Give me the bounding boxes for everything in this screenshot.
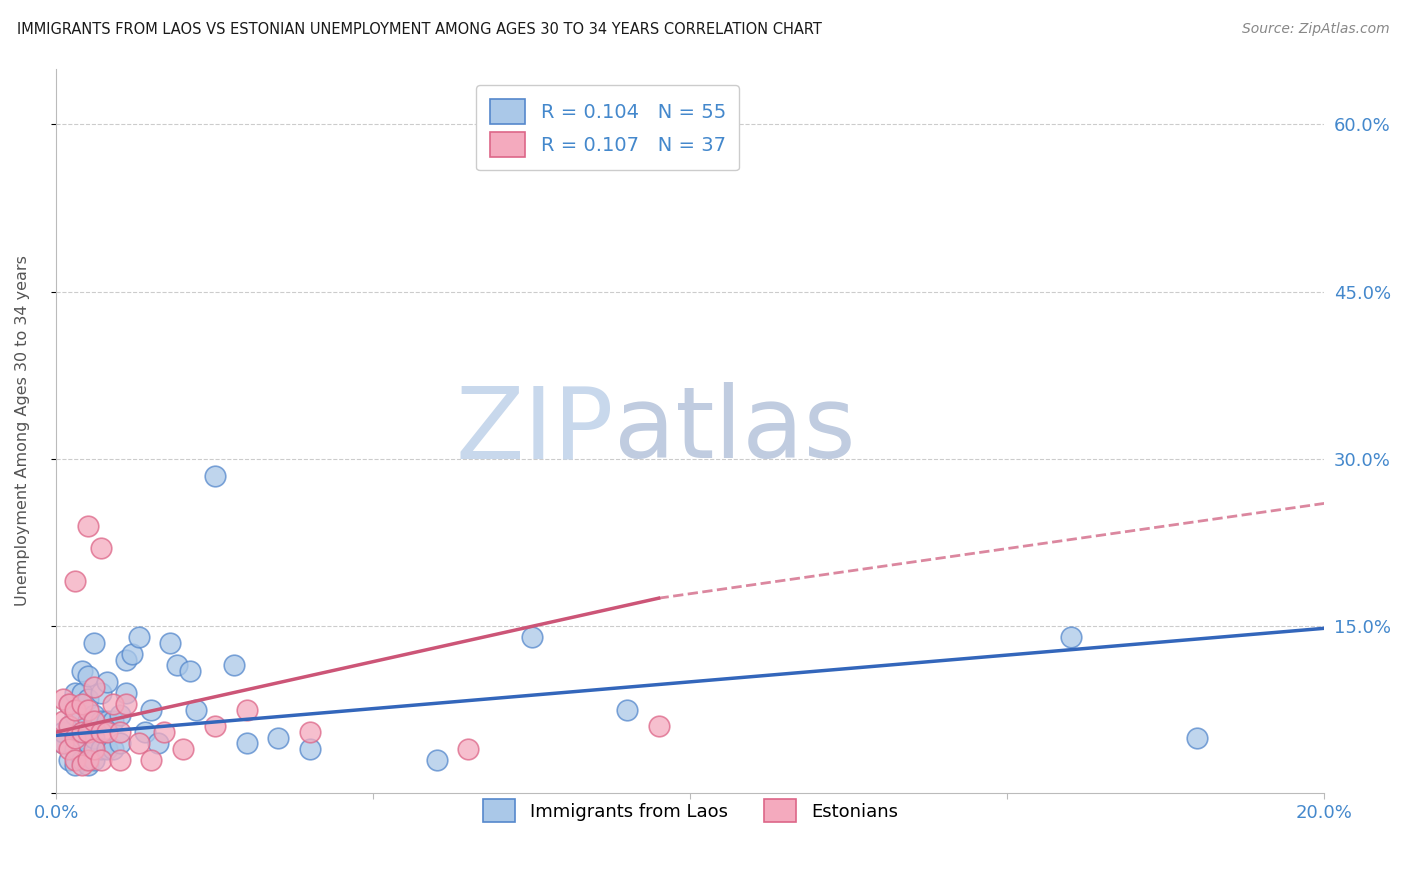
Point: [647, 719, 669, 733]
Point: [134, 725, 156, 739]
Point: [204, 719, 226, 733]
Point: [90, 725, 112, 739]
Point: [83, 708, 105, 723]
Point: [457, 741, 479, 756]
Point: [1187, 731, 1209, 745]
Point: [90, 541, 112, 555]
Point: [58, 741, 80, 756]
Point: [52, 725, 75, 739]
Text: Source: ZipAtlas.com: Source: ZipAtlas.com: [1241, 22, 1389, 37]
Point: [77, 714, 100, 728]
Point: [96, 725, 118, 739]
Point: [108, 708, 131, 723]
Point: [204, 468, 226, 483]
Point: [153, 725, 176, 739]
Point: [108, 753, 131, 767]
Point: [52, 736, 75, 750]
Point: [65, 703, 87, 717]
Point: [65, 686, 87, 700]
Point: [103, 697, 125, 711]
Point: [83, 741, 105, 756]
Point: [96, 674, 118, 689]
Point: [77, 703, 100, 717]
Point: [70, 725, 93, 739]
Point: [96, 741, 118, 756]
Point: [179, 664, 201, 678]
Point: [65, 708, 87, 723]
Point: [52, 691, 75, 706]
Point: [70, 731, 93, 745]
Point: [96, 714, 118, 728]
Text: ZIP: ZIP: [456, 383, 614, 479]
Point: [298, 741, 321, 756]
Point: [235, 703, 257, 717]
Point: [298, 725, 321, 739]
Point: [710, 139, 733, 153]
Point: [70, 758, 93, 772]
Point: [77, 758, 100, 772]
Point: [83, 636, 105, 650]
Point: [520, 630, 543, 644]
Point: [58, 697, 80, 711]
Legend: Immigrants from Laos, Estonians: Immigrants from Laos, Estonians: [470, 787, 911, 835]
Point: [108, 725, 131, 739]
Point: [141, 753, 163, 767]
Point: [172, 741, 194, 756]
Point: [70, 664, 93, 678]
Point: [77, 725, 100, 739]
Point: [115, 697, 138, 711]
Point: [90, 741, 112, 756]
Point: [52, 714, 75, 728]
Point: [77, 753, 100, 767]
Point: [90, 686, 112, 700]
Point: [58, 697, 80, 711]
Point: [65, 753, 87, 767]
Point: [83, 753, 105, 767]
Point: [65, 574, 87, 589]
Point: [121, 647, 143, 661]
Point: [65, 758, 87, 772]
Point: [58, 753, 80, 767]
Point: [184, 703, 207, 717]
Point: [52, 736, 75, 750]
Point: [103, 741, 125, 756]
Point: [77, 669, 100, 683]
Point: [70, 697, 93, 711]
Text: atlas: atlas: [614, 383, 856, 479]
Point: [83, 731, 105, 745]
Point: [222, 658, 245, 673]
Point: [58, 719, 80, 733]
Point: [1059, 630, 1081, 644]
Point: [83, 714, 105, 728]
Point: [159, 636, 181, 650]
Point: [235, 736, 257, 750]
Point: [141, 703, 163, 717]
Point: [128, 736, 150, 750]
Point: [166, 658, 188, 673]
Point: [70, 686, 93, 700]
Point: [58, 719, 80, 733]
Point: [616, 703, 638, 717]
Point: [65, 731, 87, 745]
Point: [115, 686, 138, 700]
Point: [90, 714, 112, 728]
Point: [65, 741, 87, 756]
Text: IMMIGRANTS FROM LAOS VS ESTONIAN UNEMPLOYMENT AMONG AGES 30 TO 34 YEARS CORRELAT: IMMIGRANTS FROM LAOS VS ESTONIAN UNEMPLO…: [17, 22, 821, 37]
Point: [77, 518, 100, 533]
Point: [108, 736, 131, 750]
Point: [267, 731, 290, 745]
Y-axis label: Unemployment Among Ages 30 to 34 years: Unemployment Among Ages 30 to 34 years: [15, 255, 30, 607]
Point: [103, 714, 125, 728]
Point: [115, 652, 138, 666]
Point: [426, 753, 449, 767]
Point: [77, 691, 100, 706]
Point: [77, 736, 100, 750]
Point: [128, 630, 150, 644]
Point: [70, 708, 93, 723]
Point: [90, 753, 112, 767]
Point: [146, 736, 169, 750]
Point: [83, 681, 105, 695]
Point: [70, 753, 93, 767]
